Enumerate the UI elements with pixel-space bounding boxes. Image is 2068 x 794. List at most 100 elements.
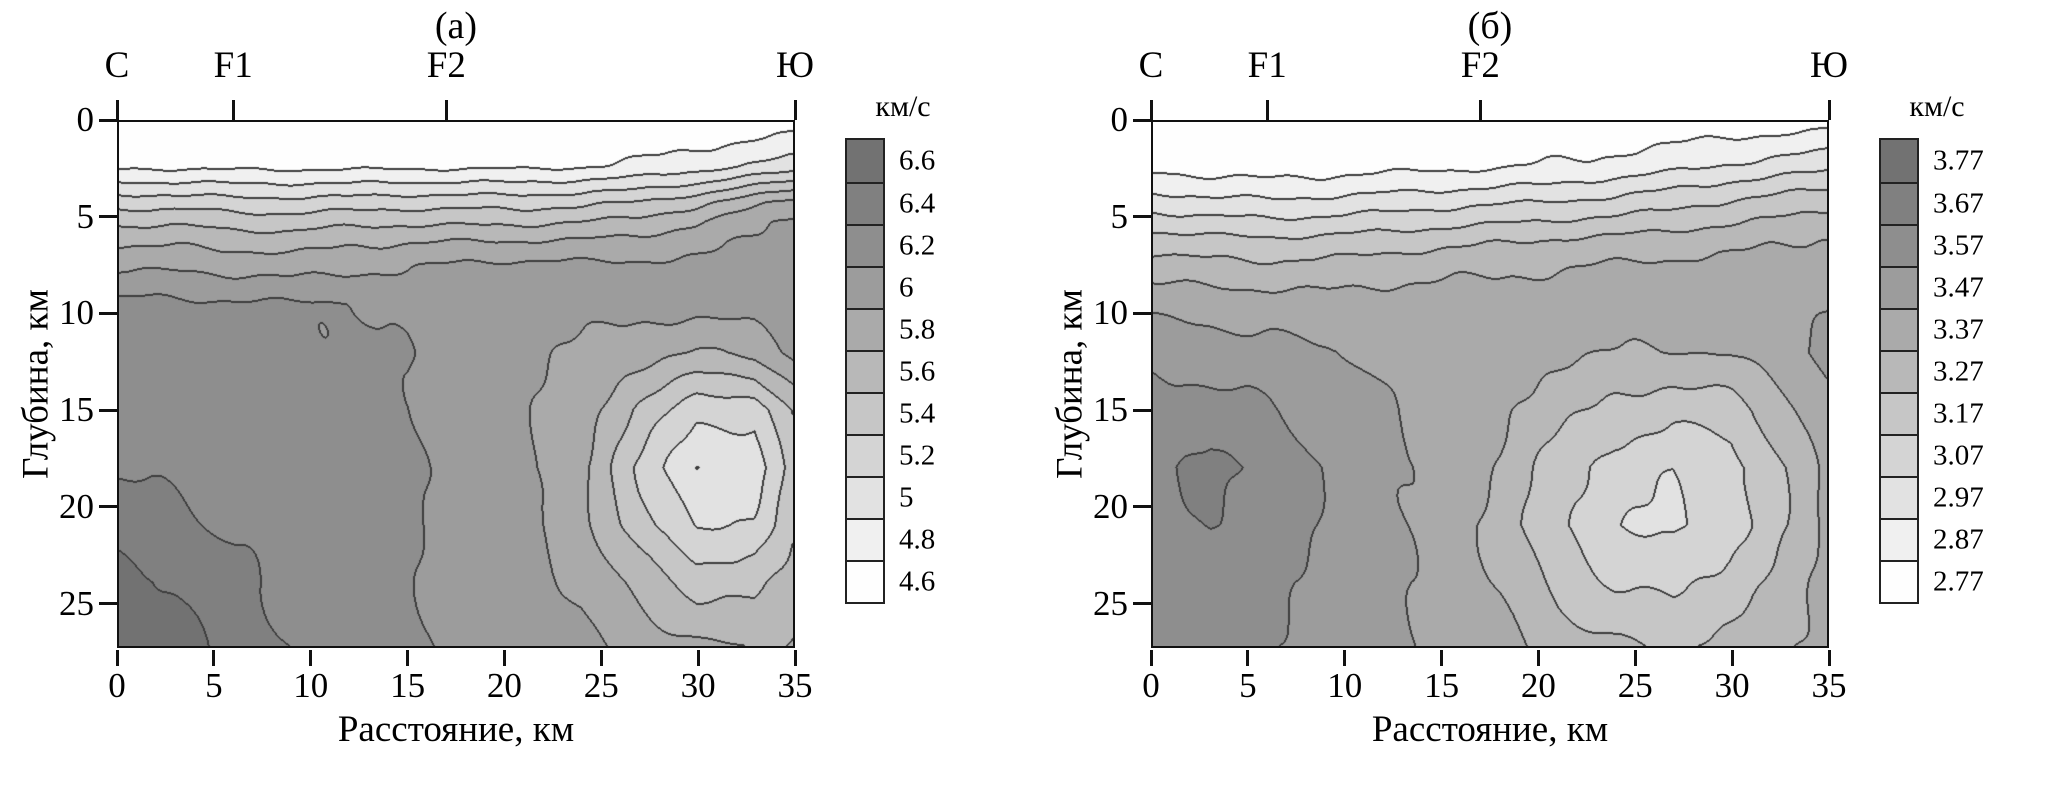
y-axis-tick bbox=[1133, 602, 1151, 606]
colorbar-value: 6.2 bbox=[899, 229, 936, 262]
panel-title: (б) bbox=[1467, 5, 1513, 47]
x-axis-tick-label: 20 bbox=[1520, 666, 1556, 705]
top-marker-tick bbox=[1149, 100, 1153, 120]
top-marker-tick bbox=[1265, 100, 1269, 120]
colorbar-value: 6.6 bbox=[899, 144, 936, 177]
x-axis-title: Расстояние, км bbox=[1371, 709, 1609, 750]
y-axis-tick-label: 20 bbox=[1093, 486, 1128, 526]
colorbar-cell: 5 bbox=[847, 476, 914, 518]
contour-plot-canvas bbox=[1153, 122, 1827, 646]
y-axis-tick-label: 10 bbox=[1093, 293, 1128, 333]
colorbar-cell: 2.87 bbox=[1881, 518, 1984, 560]
colorbar: 3.77 3.67 3.57 3.47 3.37 3.27 3.17 3.07 2.97 2.87… bbox=[1879, 138, 1984, 604]
colorbar-value: 5 bbox=[899, 481, 914, 514]
colorbar-cell: 5.6 bbox=[847, 350, 935, 392]
x-axis-tick bbox=[212, 650, 216, 666]
colorbar-cell: 2.97 bbox=[1881, 476, 1984, 518]
colorbar-cell: 6.2 bbox=[847, 224, 935, 266]
y-axis-tick-label: 0 bbox=[1110, 100, 1129, 139]
y-axis-tick-label: 15 bbox=[59, 390, 94, 430]
top-marker-tick bbox=[231, 100, 235, 120]
x-axis-title: Расстояние, км bbox=[337, 709, 575, 750]
x-axis-tick bbox=[599, 650, 603, 666]
x-axis-tick bbox=[1343, 650, 1347, 666]
x-axis-tick bbox=[1827, 650, 1831, 666]
y-axis-tick-label: 20 bbox=[59, 486, 94, 526]
colorbar-cell: 3.77 bbox=[1881, 140, 1984, 182]
colorbar-value: 2.97 bbox=[1933, 481, 1984, 514]
y-axis-tick bbox=[99, 118, 117, 122]
x-axis-tick-label: 0 bbox=[1142, 666, 1160, 705]
x-axis-tick bbox=[696, 650, 700, 666]
y-axis-tick bbox=[99, 602, 117, 606]
colorbar-cell: 2.77 bbox=[1881, 560, 1984, 602]
x-axis-tick bbox=[1730, 650, 1734, 666]
colorbar-value: 3.17 bbox=[1933, 397, 1984, 430]
colorbar-value: 3.47 bbox=[1933, 271, 1984, 304]
x-axis-tick-label: 35 bbox=[777, 666, 813, 705]
top-marker-label: Ю bbox=[775, 45, 815, 86]
panel-a: (а) Глубина, км Расстояние, км км/с 6.6 6… bbox=[16, 5, 936, 750]
x-axis-tick-label: 10 bbox=[293, 666, 329, 705]
colorbar-value: 3.67 bbox=[1933, 187, 1984, 220]
colorbar-value: 3.57 bbox=[1933, 229, 1984, 262]
colorbar-cell: 5.8 bbox=[847, 308, 935, 350]
colorbar-value: 3.07 bbox=[1933, 439, 1984, 472]
x-axis-tick-label: 20 bbox=[486, 666, 522, 705]
plot-frame bbox=[1151, 120, 1829, 648]
y-axis-tick bbox=[1133, 311, 1151, 315]
x-axis-tick bbox=[406, 650, 410, 666]
top-marker-label: F1 bbox=[213, 45, 253, 86]
colorbar-cell: 5.2 bbox=[847, 434, 935, 476]
y-axis-tick bbox=[1133, 118, 1151, 122]
y-axis-tick-label: 5 bbox=[1110, 196, 1129, 236]
colorbar-value: 6.4 bbox=[899, 187, 936, 220]
x-axis-tick-label: 25 bbox=[1617, 666, 1653, 705]
plot-frame bbox=[117, 120, 795, 648]
x-axis-tick-label: 0 bbox=[108, 666, 126, 705]
x-axis-tick bbox=[309, 650, 313, 666]
panel-title: (а) bbox=[434, 5, 478, 47]
y-axis-tick bbox=[99, 215, 117, 219]
x-axis-tick-label: 5 bbox=[1239, 666, 1257, 705]
top-marker-tick bbox=[1478, 100, 1482, 120]
colorbar-value: 5.8 bbox=[899, 313, 936, 346]
top-marker-tick bbox=[1827, 100, 1831, 120]
top-marker-label: С bbox=[1138, 45, 1164, 86]
top-marker-tick bbox=[115, 100, 119, 120]
x-axis-tick-label: 30 bbox=[1714, 666, 1750, 705]
x-axis-tick bbox=[502, 650, 506, 666]
colorbar-value: 4.8 bbox=[899, 523, 936, 556]
y-axis-tick bbox=[99, 408, 117, 412]
x-axis-tick-label: 5 bbox=[205, 666, 223, 705]
y-axis-tick-label: 25 bbox=[59, 583, 94, 623]
x-axis-tick bbox=[1246, 650, 1250, 666]
colorbar-cell: 3.17 bbox=[1881, 392, 1984, 434]
x-axis-tick-label: 15 bbox=[1424, 666, 1460, 705]
top-marker-label: Ю bbox=[1809, 45, 1849, 86]
colorbar-cell: 3.37 bbox=[1881, 308, 1984, 350]
colorbar-value: 5.6 bbox=[899, 355, 936, 388]
top-marker-label: F2 bbox=[1460, 45, 1500, 86]
colorbar-value: 6 bbox=[899, 271, 914, 304]
y-axis-tick-label: 15 bbox=[1093, 390, 1128, 430]
x-axis-tick bbox=[1536, 650, 1540, 666]
colorbar-value: 2.87 bbox=[1933, 523, 1984, 556]
colorbar-cell: 3.27 bbox=[1881, 350, 1984, 392]
colorbar-cell: 3.57 bbox=[1881, 224, 1984, 266]
y-axis-tick-label: 0 bbox=[76, 100, 95, 139]
x-axis-tick bbox=[1149, 650, 1153, 666]
colorbar-cell: 6.6 bbox=[847, 140, 935, 182]
colorbar-cell: 3.67 bbox=[1881, 182, 1984, 224]
colorbar-unit: км/с bbox=[875, 90, 931, 123]
colorbar-cell: 4.6 bbox=[847, 560, 935, 602]
y-axis-tick-label: 25 bbox=[1093, 583, 1128, 623]
colorbar-value: 5.2 bbox=[899, 439, 936, 472]
y-axis-tick-label: 10 bbox=[59, 293, 94, 333]
x-axis-tick bbox=[793, 650, 797, 666]
colorbar-value: 2.77 bbox=[1933, 565, 1984, 598]
x-axis-tick-label: 10 bbox=[1327, 666, 1363, 705]
top-marker-tick bbox=[444, 100, 448, 120]
colorbar-value: 3.37 bbox=[1933, 313, 1984, 346]
colorbar-value: 3.77 bbox=[1933, 144, 1984, 177]
